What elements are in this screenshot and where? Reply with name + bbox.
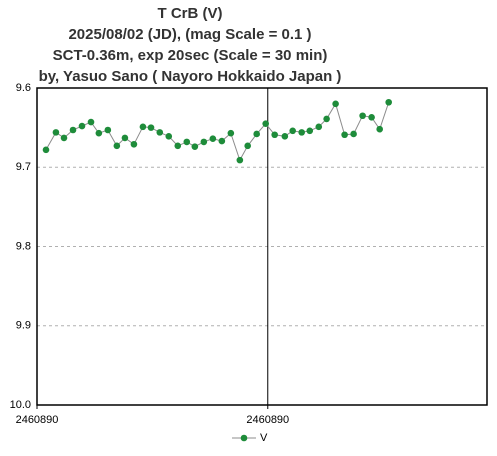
data-point <box>368 114 375 121</box>
data-point <box>385 98 392 106</box>
data-point <box>306 127 314 135</box>
data-point <box>60 134 68 142</box>
data-point <box>341 131 348 139</box>
data-point <box>87 118 95 126</box>
data-point <box>244 142 251 150</box>
data-point <box>165 133 173 140</box>
data-point <box>42 146 50 154</box>
data-point <box>359 112 366 120</box>
data-point <box>69 126 77 134</box>
data-point <box>281 133 289 140</box>
data-point <box>139 123 147 131</box>
data-point <box>253 130 260 138</box>
chart-title: SCT-0.36m, exp 20sec (Scale = 30 min) <box>53 47 328 64</box>
x-tick-label: 2460890 <box>16 414 59 426</box>
y-tick-label: 9.9 <box>16 320 31 332</box>
chart-title: by, Yasuo Sano ( Nayoro Hokkaido Japan ) <box>39 68 342 85</box>
data-point <box>200 138 208 146</box>
data-point <box>236 156 244 164</box>
data-point <box>183 138 191 146</box>
y-tick-label: 9.7 <box>16 161 31 173</box>
data-point <box>262 120 269 127</box>
data-point <box>271 131 278 139</box>
data-point <box>376 125 383 133</box>
data-point <box>121 134 129 142</box>
data-point <box>332 100 339 108</box>
data-point <box>298 129 305 136</box>
data-point <box>227 129 235 137</box>
chart-title: 2025/08/02 (JD), (mag Scale = 0.1 ) <box>68 26 311 43</box>
x-tick-label: 2460890 <box>246 414 289 426</box>
data-point <box>350 130 357 138</box>
data-point <box>174 142 182 150</box>
data-point <box>323 115 330 123</box>
chart-title: T CrB (V) <box>158 5 223 22</box>
data-point <box>95 129 103 137</box>
data-point <box>104 126 112 134</box>
data-point <box>78 122 86 130</box>
data-point <box>209 135 217 143</box>
data-point <box>147 124 155 131</box>
data-point <box>191 143 199 150</box>
legend-marker <box>240 434 248 442</box>
legend-label: V <box>260 432 268 444</box>
y-tick-label: 9.8 <box>16 240 31 252</box>
y-tick-label: 10.0 <box>10 399 31 411</box>
y-tick-label: 9.6 <box>16 82 31 94</box>
data-point <box>315 123 323 131</box>
data-point <box>156 129 164 136</box>
data-point <box>289 127 296 135</box>
data-point <box>218 137 226 145</box>
data-point <box>113 142 121 150</box>
series-line <box>45 102 390 162</box>
data-point <box>130 140 138 148</box>
plot-frame <box>36 87 488 406</box>
data-point <box>52 129 60 136</box>
